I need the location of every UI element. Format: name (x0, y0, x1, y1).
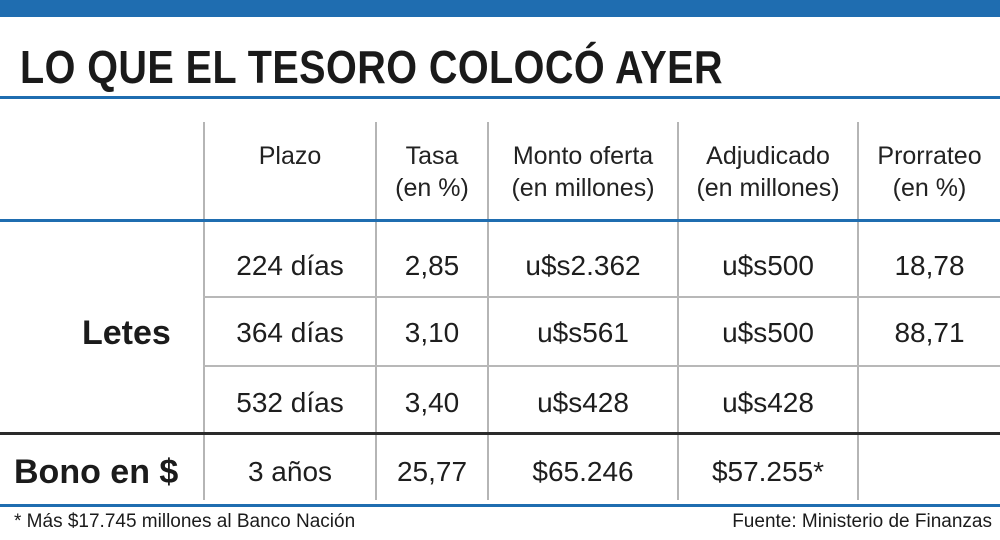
cell-plazo: 532 días (236, 387, 344, 418)
footnote: * Más $17.745 millones al Banco Nación (14, 511, 356, 532)
col-divider (677, 122, 679, 500)
header-tasa-line2: (en %) (395, 174, 469, 202)
header-monto-line1: Monto oferta (512, 142, 654, 170)
header-tasa-line1: Tasa (405, 142, 459, 170)
col-divider (203, 122, 205, 500)
title-rule (0, 96, 1000, 99)
header-prorrateo: Prorrateo (en %) (859, 140, 1000, 204)
cell-monto: u$s428 (537, 387, 629, 418)
header-rule (0, 219, 1000, 222)
header-monto-line2: (en millones) (511, 174, 655, 202)
header-adjudicado-line1: Adjudicado (706, 142, 830, 170)
header-plazo: Plazo (258, 142, 322, 170)
cell-plazo: 3 años (247, 456, 333, 487)
header-tasa: Tasa (en %) (377, 140, 487, 204)
cell-adjudicado: u$s500 (722, 317, 814, 348)
cell-prorrateo: 88,71 (894, 317, 965, 348)
source-note: Fuente: Ministerio de Finanzas (732, 511, 992, 532)
cell-adjudicado: u$s428 (722, 387, 814, 418)
row-divider (203, 296, 1000, 298)
header-adjudicado: Adjudicado (en millones) (679, 140, 857, 204)
cell-tasa: 25,77 (396, 456, 468, 487)
cell-monto: u$s561 (537, 317, 629, 348)
row-divider (203, 365, 1000, 367)
col-divider (857, 122, 859, 500)
header-monto: Monto oferta (en millones) (489, 140, 677, 204)
top-accent-bar (0, 0, 1000, 17)
cell-adjudicado: $57.255* (711, 456, 825, 487)
cell-prorrateo: 18,78 (894, 250, 965, 281)
page-title: LO QUE EL TESORO COLOCÓ AYER (20, 41, 723, 93)
group-label-letes: Letes (82, 314, 171, 352)
cell-tasa: 2,85 (404, 250, 460, 281)
cell-plazo: 224 días (236, 250, 344, 281)
cell-tasa: 3,10 (404, 317, 460, 348)
cell-adjudicado: u$s500 (722, 250, 814, 281)
cell-monto: $65.246 (532, 456, 634, 487)
group-label-bono: Bono en $ (14, 453, 179, 491)
cell-tasa: 3,40 (404, 387, 460, 418)
header-adjudicado-line2: (en millones) (696, 174, 840, 202)
footer-rule (0, 504, 1000, 507)
col-divider (487, 122, 489, 500)
section-rule (0, 432, 1000, 435)
header-prorrateo-line2: (en %) (892, 174, 967, 202)
header-prorrateo-line1: Prorrateo (877, 142, 982, 170)
col-divider (375, 122, 377, 500)
cell-monto: u$s2.362 (525, 250, 641, 281)
cell-plazo: 364 días (236, 317, 344, 348)
